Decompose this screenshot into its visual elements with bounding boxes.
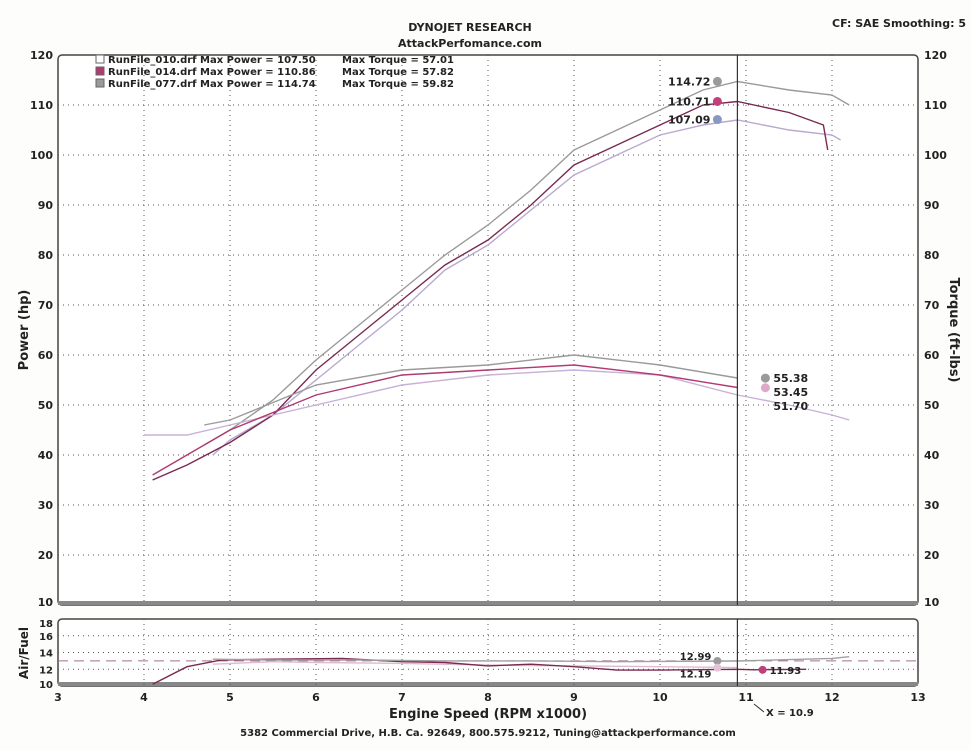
- y-tick-label: 40: [38, 449, 54, 462]
- legend-torque: Max Torque = 59.82: [342, 79, 454, 90]
- y2-tick-label: 80: [924, 249, 940, 262]
- y2-axis-label: Torque (ft-lbs): [946, 277, 961, 382]
- y-axis-label: Power (hp): [17, 290, 32, 371]
- afr-marker-label: 11.93: [770, 666, 802, 677]
- afr-tick-label: 16: [39, 632, 53, 643]
- settings-label: CF: SAE Smoothing: 5: [832, 17, 966, 30]
- legend-torque: Max Torque = 57.01: [342, 55, 454, 66]
- series-line: [144, 369, 850, 436]
- marker-label: 110.71: [668, 95, 710, 108]
- y-tick-label: 20: [38, 549, 54, 562]
- legend-swatch: [95, 78, 105, 88]
- y2-tick-label: 30: [924, 499, 940, 512]
- legend-swatch: [95, 66, 105, 76]
- value-marker: [760, 383, 770, 393]
- y-tick-label: 30: [38, 499, 54, 512]
- y-tick-label: 70: [38, 299, 54, 312]
- y2-tick-label: 20: [924, 549, 940, 562]
- afr-tick-label: 12: [39, 665, 53, 676]
- y-tick-label: 50: [38, 399, 54, 412]
- y2-tick-label: 100: [924, 149, 947, 162]
- value-marker: [712, 115, 722, 125]
- legend-label: RunFile_010.drf Max Power = 107.50: [108, 55, 316, 66]
- afr-value-marker: [713, 656, 722, 665]
- marker-label: 55.38: [773, 372, 808, 385]
- x-axis-label: Engine Speed (RPM x1000): [389, 707, 587, 722]
- legend-swatch: [95, 54, 105, 64]
- x-tick-label: 9: [570, 691, 578, 704]
- afr-value-marker: [713, 663, 722, 672]
- afr-series-line: [212, 656, 850, 663]
- x-tick-label: 8: [484, 691, 492, 704]
- y2-tick-label: 50: [924, 399, 940, 412]
- y2-tick-label: 90: [924, 199, 940, 212]
- y2-tick-label: 70: [924, 299, 940, 312]
- series-line: [212, 119, 841, 456]
- x-tick-label: 12: [824, 691, 839, 704]
- x-tick-label: 5: [226, 691, 234, 704]
- cursor-label-pointer: [753, 703, 765, 713]
- y-tick-label: 100: [30, 149, 53, 162]
- footer-address: 5382 Commercial Drive, H.B. Ca. 92649, 8…: [240, 728, 736, 739]
- y2-tick-label: 120: [924, 49, 947, 62]
- x-tick-label: 10: [652, 691, 668, 704]
- series-line: [204, 354, 738, 426]
- chart-title: DYNOJET RESEARCH: [408, 21, 531, 34]
- legend-label: RunFile_077.drf Max Power = 114.74: [108, 79, 316, 90]
- y2-tick-label: 110: [924, 99, 947, 112]
- y-tick-label: 110: [30, 99, 53, 112]
- series-line: [152, 364, 738, 476]
- legend-torque: Max Torque = 57.82: [342, 67, 454, 78]
- x-tick-label: 11: [738, 691, 753, 704]
- series-line: [152, 100, 829, 481]
- afr-tick-label: 14: [39, 649, 53, 660]
- y2-tick-label: 60: [924, 349, 940, 362]
- x-tick-label: 3: [54, 691, 62, 704]
- x-tick-label: 7: [398, 691, 406, 704]
- marker-label: 53.45: [773, 386, 808, 399]
- y-tick-label: 60: [38, 349, 54, 362]
- y-tick-label: 10: [38, 596, 54, 609]
- afr-tick-label: 18: [39, 619, 53, 630]
- value-marker: [760, 373, 770, 383]
- x-tick-label: 6: [312, 691, 320, 704]
- marker-label: 51.70: [773, 400, 808, 413]
- afr-series-line: [212, 660, 738, 669]
- y-tick-label: 90: [38, 199, 54, 212]
- legend-label: RunFile_014.drf Max Power = 110.86: [108, 67, 316, 78]
- afr-marker-label: 12.19: [680, 670, 712, 681]
- marker-label: 107.09: [668, 114, 710, 127]
- cursor-label: X = 10.9: [766, 708, 814, 719]
- value-marker: [712, 76, 722, 86]
- series-line: [203, 80, 850, 446]
- value-marker: [712, 96, 722, 106]
- chart-subtitle: AttackPerfomance.com: [398, 37, 542, 50]
- afr-axis-label: Air/Fuel: [17, 627, 31, 679]
- afr-value-marker: [758, 665, 767, 674]
- marker-label: 114.72: [668, 75, 710, 88]
- x-tick-label: 13: [910, 691, 925, 704]
- y2-tick-label: 40: [924, 449, 940, 462]
- y-tick-label: 80: [38, 249, 54, 262]
- y-tick-label: 120: [30, 49, 53, 62]
- y2-tick-label: 10: [924, 596, 940, 609]
- afr-marker-label: 12.99: [680, 652, 712, 663]
- afr-tick-label: 10: [39, 680, 53, 691]
- x-tick-label: 4: [140, 691, 148, 704]
